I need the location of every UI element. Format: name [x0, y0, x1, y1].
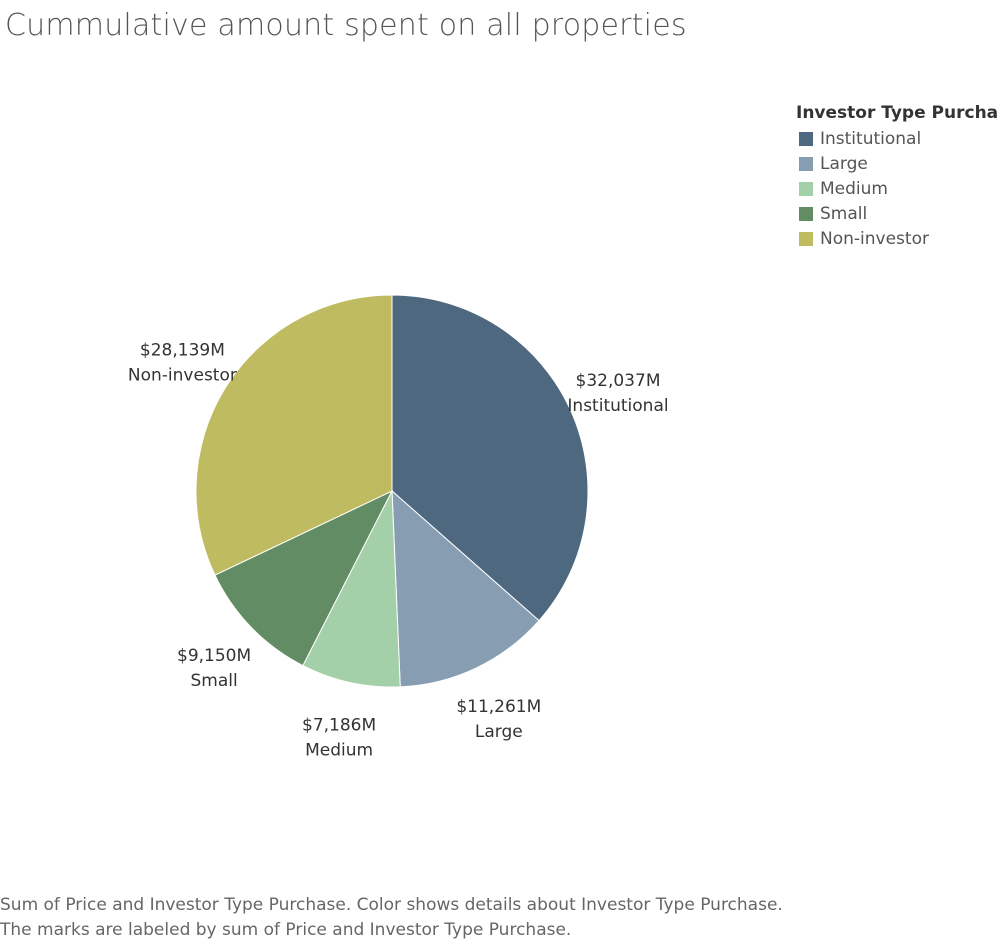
legend-swatch [799, 206, 813, 221]
legend-swatch [799, 131, 813, 146]
legend-label: Institutional [820, 128, 922, 149]
legend-item-small[interactable]: Small [796, 201, 997, 226]
legend-item-institutional[interactable]: Institutional [796, 126, 997, 151]
slice-label-group: $28,139M Non-investor [128, 341, 237, 386]
pie-slice-small[interactable] [214, 489, 394, 667]
legend-swatch [799, 156, 813, 171]
caption-line-1: Sum of Price and Investor Type Purchase.… [0, 895, 783, 915]
slice-category-label: Medium [305, 740, 373, 760]
pie-slice-medium[interactable] [302, 489, 401, 688]
chart-caption: Sum of Price and Investor Type Purchase.… [0, 893, 783, 943]
slice-category-label: Non-investor [128, 366, 237, 386]
slice-category-label: Institutional [567, 396, 668, 416]
legend-item-large[interactable]: Large [796, 151, 997, 176]
legend-item-non-investor[interactable]: Non-investor [796, 226, 997, 251]
slice-value-label: $9,150M [177, 646, 251, 666]
caption-line-2: The marks are labeled by sum of Price an… [0, 920, 572, 940]
slice-category-label: Large [475, 722, 523, 742]
slice-label-group: $7,186M Medium [302, 715, 376, 760]
legend-swatch [799, 181, 813, 196]
slice-label-group: $9,150M Small [177, 646, 251, 691]
legend-label: Small [820, 203, 868, 224]
legend-label: Non-investor [820, 228, 929, 249]
legend-label: Medium [820, 178, 888, 199]
pie-slice-non-investor[interactable] [195, 294, 393, 576]
legend-swatch [799, 231, 813, 246]
slice-value-label: $28,139M [140, 341, 225, 361]
slice-value-label: $32,037M [576, 371, 661, 391]
slice-label-group: $11,261M Large [456, 697, 541, 742]
pie-slice-large[interactable] [391, 489, 540, 688]
slice-value-label: $11,261M [456, 697, 541, 717]
legend: Investor Type Purchase Institutional Lar… [796, 103, 997, 251]
slice-value-label: $7,186M [302, 715, 376, 735]
slice-category-label: Small [190, 671, 237, 691]
legend-label: Large [820, 153, 868, 174]
pie-slice-institutional[interactable] [391, 294, 589, 622]
legend-title: Investor Type Purchase [796, 103, 997, 123]
slice-label-group: $32,037M Institutional [567, 371, 668, 416]
legend-item-medium[interactable]: Medium [796, 176, 997, 201]
chart-title: Cummulative amount spent on all properti… [5, 8, 687, 43]
